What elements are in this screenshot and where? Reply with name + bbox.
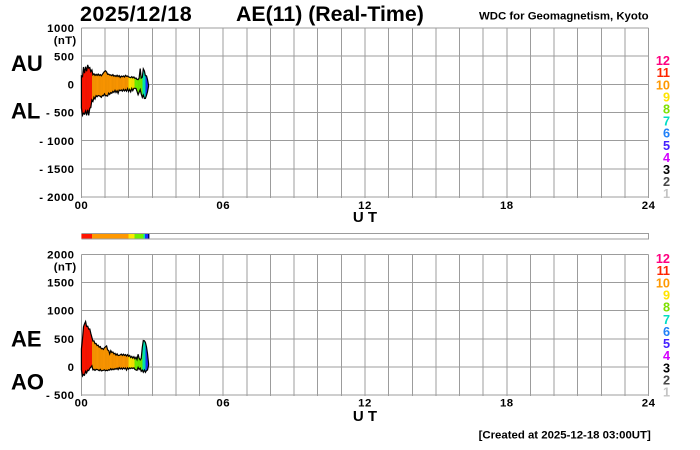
svg-text:- 2000: - 2000 <box>39 192 74 204</box>
svg-text:- 500: - 500 <box>46 390 74 402</box>
svg-text:7: 7 <box>663 313 670 327</box>
svg-text:11: 11 <box>657 66 670 80</box>
svg-text:AE: AE <box>11 327 42 352</box>
svg-text:1: 1 <box>663 386 670 400</box>
svg-text:10: 10 <box>656 276 670 290</box>
svg-text:4: 4 <box>663 349 670 363</box>
svg-text:12: 12 <box>656 252 670 266</box>
svg-text:18: 18 <box>500 200 514 212</box>
svg-text:AO: AO <box>11 370 44 395</box>
svg-text:WDC for Geomagnetism, Kyoto: WDC for Geomagnetism, Kyoto <box>479 11 649 23</box>
svg-text:1500: 1500 <box>47 278 74 290</box>
svg-text:06: 06 <box>216 200 230 212</box>
svg-text:7: 7 <box>663 115 670 129</box>
svg-text:2025/12/18: 2025/12/18 <box>80 2 192 26</box>
svg-text:9: 9 <box>663 289 670 303</box>
svg-text:24: 24 <box>642 398 656 410</box>
svg-text:1000: 1000 <box>47 306 74 318</box>
svg-text:0: 0 <box>68 362 75 374</box>
svg-text:- 1500: - 1500 <box>39 164 74 176</box>
svg-text:500: 500 <box>54 334 75 346</box>
svg-text:U T: U T <box>353 408 377 425</box>
svg-text:- 500: - 500 <box>46 108 74 120</box>
svg-text:24: 24 <box>642 200 656 212</box>
svg-text:8: 8 <box>663 103 670 117</box>
svg-text:2: 2 <box>663 374 670 388</box>
svg-text:1000: 1000 <box>47 23 74 35</box>
svg-text:- 1000: - 1000 <box>39 136 74 148</box>
svg-text:11: 11 <box>657 264 670 278</box>
svg-text:U T: U T <box>353 209 377 226</box>
svg-text:(nT): (nT) <box>54 261 77 273</box>
svg-text:AL: AL <box>11 98 40 123</box>
svg-text:0: 0 <box>68 79 75 91</box>
svg-text:00: 00 <box>75 398 89 410</box>
svg-text:(nT): (nT) <box>54 35 77 47</box>
svg-text:9: 9 <box>663 90 670 104</box>
svg-text:1: 1 <box>663 187 670 201</box>
svg-text:3: 3 <box>663 163 670 177</box>
svg-text:18: 18 <box>500 398 514 410</box>
svg-text:12: 12 <box>656 54 670 68</box>
svg-text:[Created at 2025-12-18 03:00UT: [Created at 2025-12-18 03:00UT] <box>479 429 651 441</box>
svg-text:2000: 2000 <box>47 250 74 262</box>
svg-text:3: 3 <box>663 361 670 375</box>
svg-text:AU: AU <box>11 51 43 76</box>
svg-text:8: 8 <box>663 301 670 315</box>
svg-text:2: 2 <box>663 175 670 189</box>
svg-text:06: 06 <box>216 398 230 410</box>
svg-text:10: 10 <box>656 78 670 92</box>
svg-text:6: 6 <box>663 325 670 339</box>
svg-text:5: 5 <box>663 139 670 153</box>
svg-text:00: 00 <box>75 200 89 212</box>
svg-text:4: 4 <box>663 151 670 165</box>
svg-text:500: 500 <box>54 51 75 63</box>
svg-text:6: 6 <box>663 127 670 141</box>
svg-text:12: 12 <box>358 200 372 212</box>
svg-text:12: 12 <box>358 398 372 410</box>
svg-text:AE(11) (Real-Time): AE(11) (Real-Time) <box>236 2 424 26</box>
svg-text:5: 5 <box>663 337 670 351</box>
